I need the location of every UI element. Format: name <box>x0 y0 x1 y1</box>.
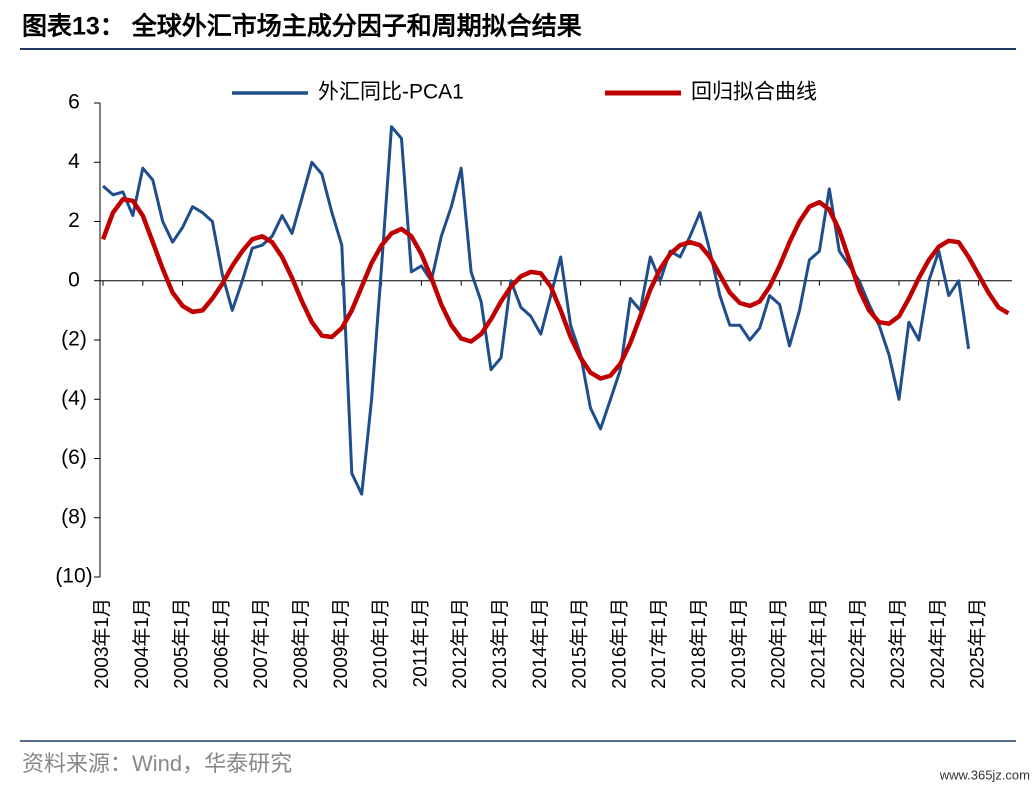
x-tick-label: 2013年1月 <box>489 598 511 689</box>
y-tick-label: 4 <box>68 150 80 173</box>
x-tick-label: 2006年1月 <box>210 598 232 689</box>
x-tick-label: 2014年1月 <box>529 598 551 689</box>
y-tick-label: 6 <box>68 91 80 114</box>
x-tick-label: 2015年1月 <box>569 598 591 689</box>
series-line <box>102 125 971 496</box>
y-tick-label: 2 <box>68 209 80 232</box>
x-tick-label: 2017年1月 <box>648 598 670 689</box>
x-tick-label: 2023年1月 <box>887 598 909 689</box>
x-tick-label: 2025年1月 <box>967 598 989 689</box>
x-tick-label: 2009年1月 <box>330 598 352 689</box>
x-tick-label: 2008年1月 <box>290 598 312 689</box>
x-tick-label: 2007年1月 <box>250 598 272 689</box>
x-tick-label: 2003年1月 <box>91 598 113 689</box>
x-tick-label: 2020年1月 <box>768 598 790 689</box>
y-tick-label: (10) <box>55 565 92 588</box>
y-tick-label: (2) <box>61 328 87 351</box>
y-tick-label: 0 <box>68 268 80 291</box>
x-tick-label: 2012年1月 <box>449 598 471 689</box>
chart-title: 图表13： 全球外汇市场主成分因子和周期拟合结果 <box>22 12 582 41</box>
series-line <box>100 197 1010 381</box>
x-tick-label: 2021年1月 <box>807 598 829 689</box>
y-tick-label: (8) <box>61 505 87 528</box>
x-tick-label: 2024年1月 <box>927 598 949 689</box>
y-tick-label: (4) <box>61 387 87 410</box>
x-tick-label: 2016年1月 <box>608 598 630 689</box>
x-tick-label: 2018年1月 <box>688 598 710 689</box>
x-tick-label: 2004年1月 <box>131 598 153 689</box>
x-tick-label: 2022年1月 <box>847 598 869 689</box>
x-tick-label: 2011年1月 <box>409 598 431 687</box>
legend-label: 外汇同比-PCA1 <box>318 81 464 104</box>
x-tick-label: 2005年1月 <box>171 598 193 689</box>
watermark: www.365jz.com <box>939 767 1030 782</box>
legend-label: 回归拟合曲线 <box>691 81 817 104</box>
y-tick-label: (6) <box>61 446 87 469</box>
x-tick-label: 2019年1月 <box>728 598 750 689</box>
source: 资料来源：Wind，华泰研究 <box>22 751 292 776</box>
x-tick-label: 2010年1月 <box>370 598 392 689</box>
